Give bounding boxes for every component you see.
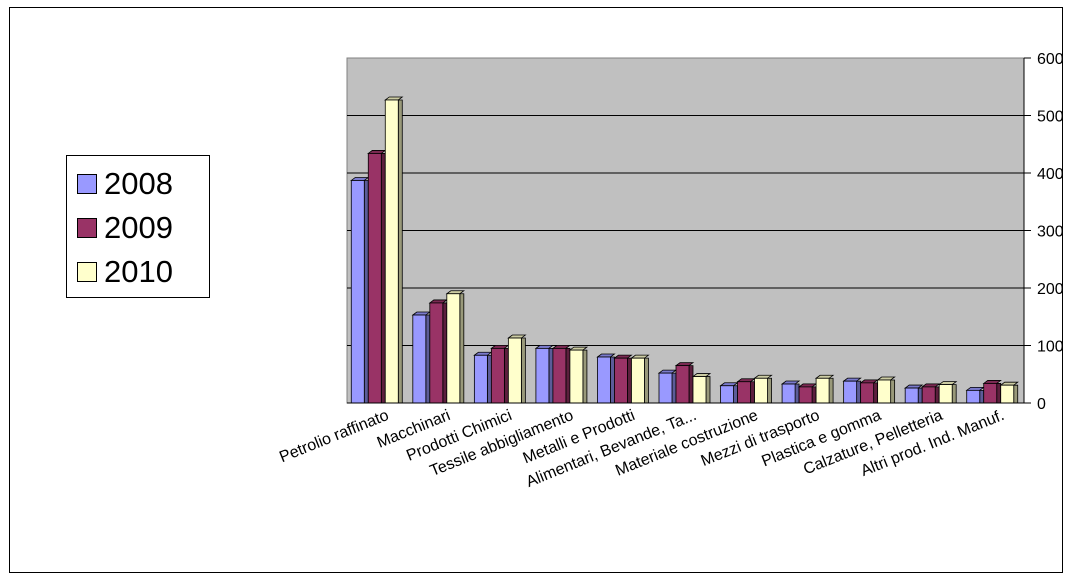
bar-side-2009	[442, 302, 448, 404]
bar-side-2008	[425, 314, 431, 404]
bar-2008	[412, 314, 427, 404]
bar-side-2009	[380, 153, 386, 404]
bar-2009	[983, 383, 998, 404]
legend-swatch-2008	[77, 174, 97, 194]
bar-side-2008	[486, 354, 492, 404]
bar-2009	[860, 382, 875, 404]
bar-side-2008	[363, 180, 369, 404]
bar-side-2009	[503, 347, 509, 404]
bar-2010	[938, 384, 953, 404]
bar-2008	[720, 385, 734, 404]
bar-side-2008	[671, 372, 677, 404]
bar-2009	[921, 386, 936, 404]
bar-2010	[877, 379, 892, 404]
bar-side-2010	[828, 377, 834, 404]
bar-side-2010	[1013, 384, 1019, 404]
bar-2009	[737, 381, 751, 404]
chart-legend: 2008 2009 2010	[66, 155, 210, 298]
bar-2008	[535, 347, 550, 404]
bar-2009	[614, 357, 628, 404]
y-tick-label: 0	[1037, 396, 1046, 413]
bar-2010	[692, 376, 707, 404]
y-tick-label: 400	[1037, 166, 1064, 183]
bar-2008	[658, 372, 673, 404]
y-tick-label: 100	[1037, 339, 1064, 356]
bar-side-2008	[917, 387, 923, 404]
bar-2010	[815, 377, 830, 404]
legend-label-2009: 2009	[104, 210, 173, 245]
bar-side-2010	[644, 357, 649, 404]
bar-side-2009	[873, 382, 879, 404]
bar-2010	[384, 99, 399, 404]
bar-2009	[429, 302, 444, 404]
bar-side-2008	[610, 356, 615, 404]
bar-side-2010	[890, 379, 896, 404]
bar-side-2010	[520, 337, 526, 404]
legend-label-2010: 2010	[104, 254, 173, 289]
bar-2010	[507, 337, 522, 404]
bar-side-2008	[979, 389, 985, 404]
y-tick-label: 300	[1037, 224, 1064, 241]
bar-2008	[966, 389, 981, 404]
y-tick-label: 500	[1037, 109, 1064, 126]
bar-side-2008	[733, 385, 738, 404]
bar-2010	[754, 377, 768, 404]
bar-2008	[473, 354, 488, 404]
bar-2009	[675, 365, 690, 404]
y-tick-label: 200	[1037, 281, 1064, 298]
bar-side-2009	[565, 347, 571, 404]
bar-2010	[1000, 384, 1015, 404]
bar-2008	[597, 356, 611, 404]
y-tick-label: 600	[1037, 51, 1064, 68]
bar-2008	[350, 180, 365, 404]
bar-side-2010	[582, 349, 588, 404]
bar-side-2010	[951, 384, 957, 404]
bar-side-2008	[856, 380, 862, 404]
bar-side-2009	[750, 381, 755, 404]
bar-2009	[552, 347, 567, 404]
bar-2008	[904, 387, 919, 404]
bar-side-2010	[397, 99, 403, 404]
bar-2010	[631, 357, 645, 404]
bar-side-2008	[548, 347, 554, 404]
bar-2008	[843, 380, 858, 404]
bar-side-2009	[996, 383, 1002, 404]
legend-label-2008: 2008	[104, 166, 173, 201]
bar-2008	[781, 383, 796, 404]
bar-2010	[446, 293, 461, 404]
legend-swatch-2009	[77, 218, 97, 238]
bar-2009	[798, 386, 813, 404]
legend-item-2008: 2008	[77, 162, 173, 206]
legend-swatch-2010	[77, 262, 97, 282]
bar-side-2009	[627, 357, 632, 404]
legend-item-2009: 2009	[77, 206, 173, 250]
bar-side-2010	[705, 376, 711, 404]
bar-side-2009	[688, 365, 694, 404]
bar-side-2009	[811, 386, 817, 404]
bar-side-2009	[934, 386, 940, 404]
legend-item-2010: 2010	[77, 250, 173, 294]
bar-2010	[569, 349, 584, 404]
bar-side-2010	[767, 377, 772, 404]
bar-2009	[490, 347, 505, 404]
bar-side-2010	[459, 293, 465, 404]
bar-2009	[367, 153, 382, 404]
